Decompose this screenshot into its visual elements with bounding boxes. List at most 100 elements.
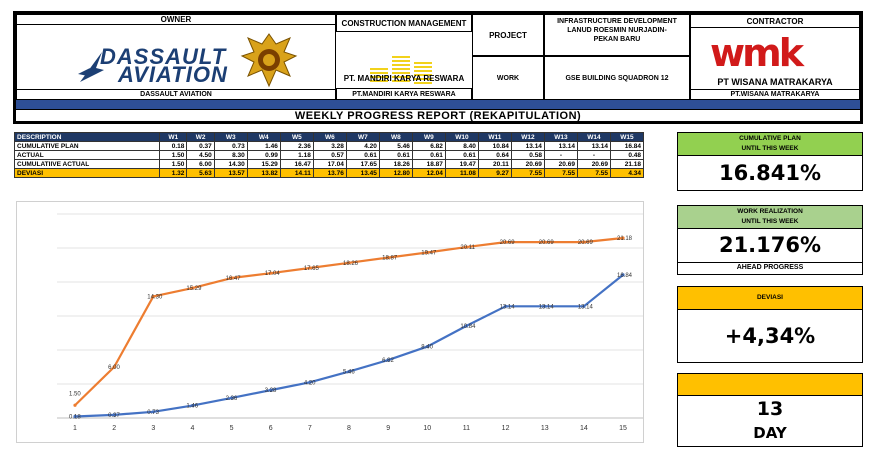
x-tick-label: 3 xyxy=(151,425,155,432)
cm-label: CONSTRUCTION MANAGEMENT xyxy=(336,14,472,32)
data-point xyxy=(190,286,195,290)
deviation-caption: DEVIASI xyxy=(678,287,862,310)
table-cell: 8.40 xyxy=(444,141,479,151)
table-cell: 8.30 xyxy=(213,150,248,160)
table-cell: 5.46 xyxy=(378,141,413,151)
deviation-value: +4,34% xyxy=(724,324,816,348)
realization-card: WORK REALIZATION UNTIL THIS WEEK 21.176%… xyxy=(677,205,863,275)
days-value: 13 xyxy=(756,398,784,420)
table-cell: 0.61 xyxy=(444,150,479,160)
week-header: W6 xyxy=(312,132,347,142)
x-tick-label: 7 xyxy=(308,425,312,432)
progress-status: AHEAD PROGRESS xyxy=(678,262,862,273)
project-value-1: INFRASTRUCTURE DEVELOPMENT xyxy=(557,18,677,25)
x-tick-label: 14 xyxy=(580,425,588,432)
table-cell: 1.50 xyxy=(158,159,188,169)
week-header: W13 xyxy=(543,132,578,142)
contractor-logo-text: PT WISANA MATRAKARYA xyxy=(717,77,833,87)
data-point xyxy=(151,294,155,299)
days-caption-bar xyxy=(678,374,862,396)
data-point xyxy=(621,273,625,277)
table-cell: 16.47 xyxy=(279,159,314,169)
realization-caption-line1: WORK REALIZATION xyxy=(737,208,803,215)
data-point xyxy=(190,403,195,408)
week-header: W4 xyxy=(246,132,281,142)
data-point xyxy=(308,266,312,270)
table-cell: 11.08 xyxy=(444,168,479,178)
data-label: 8.40 xyxy=(421,345,433,351)
data-point xyxy=(229,276,234,280)
data-point xyxy=(386,358,390,362)
progress-table: DESCRIPTION W1 W2 W3 W4 W5 W6 W7 W8 W9 W… xyxy=(14,132,645,178)
data-point xyxy=(229,396,234,400)
data-label: 5.46 xyxy=(343,370,355,376)
x-tick-label: 9 xyxy=(386,425,390,432)
data-point xyxy=(621,236,625,240)
table-cell: 19.47 xyxy=(444,159,479,169)
table-row-actual: ACTUAL 1.50 4.50 8.30 0.99 1.18 0.57 0.6… xyxy=(14,150,645,160)
week-header: W2 xyxy=(186,132,215,142)
data-point xyxy=(503,304,508,308)
x-tick-label: 2 xyxy=(112,425,116,432)
table-cell: 3.28 xyxy=(312,141,347,151)
contractor-label: CONTRACTOR xyxy=(690,14,860,28)
week-header: W5 xyxy=(279,132,314,142)
table-cell: 13.14 xyxy=(543,141,578,151)
contractor-logo-cell xyxy=(690,28,860,90)
owner-label: OWNER xyxy=(16,14,336,25)
project-value: INFRASTRUCTURE DEVELOPMENT LANUD ROESMIN… xyxy=(544,14,690,56)
table-cell: 6.00 xyxy=(186,159,215,169)
data-point xyxy=(269,271,273,275)
data-point xyxy=(269,388,273,392)
data-point xyxy=(582,304,586,308)
row-label: CUMULATIIVE ACTUAL xyxy=(14,159,160,169)
data-label: 20.11 xyxy=(460,245,475,251)
owner-logo-line2: AVIATION xyxy=(118,62,228,87)
report-title: WEEKLY PROGRESS REPORT (REKAPITULATION) xyxy=(16,109,860,122)
data-point xyxy=(464,324,469,328)
dassault-logo: DASSAULT AVIATION xyxy=(76,42,228,92)
table-cell: 0.37 xyxy=(186,141,215,151)
x-tick-label: 12 xyxy=(502,425,510,432)
table-cell: 4.20 xyxy=(345,141,380,151)
data-label: 15.29 xyxy=(186,286,202,292)
realization-value: 21.176% xyxy=(718,233,822,257)
row-label: ACTUAL xyxy=(14,150,160,160)
owner-logo-cell xyxy=(16,25,336,90)
x-tick-label: 6 xyxy=(269,425,273,432)
table-cell: 12.04 xyxy=(411,168,446,178)
data-point xyxy=(151,410,155,414)
data-label: 17.04 xyxy=(265,271,281,277)
data-label: 4.20 xyxy=(304,380,316,386)
table-row-cumulative-actual: CUMULATIIVE ACTUAL 1.50 6.00 14.30 15.29… xyxy=(14,159,645,169)
wmk-logo: wmk xyxy=(710,31,804,75)
data-label: 0.37 xyxy=(108,413,120,419)
x-tick-label: 5 xyxy=(230,425,234,432)
x-tick-label: 8 xyxy=(347,425,351,432)
week-header: W15 xyxy=(609,132,645,142)
data-point xyxy=(386,256,390,260)
table-cell: 1.32 xyxy=(158,168,188,178)
report-header: OWNER DASSAULT AVIATION DASSAULT AVIATIO… xyxy=(13,11,863,124)
project-value-3: PEKAN BARU xyxy=(593,36,641,43)
plan-caption-line2: UNTIL THIS WEEK xyxy=(741,145,799,152)
owner-logo-line1: DASSAULT xyxy=(100,44,227,69)
data-label: 0.73 xyxy=(147,410,159,416)
table-header-description: DESCRIPTION xyxy=(14,132,160,142)
table-cell: 20.11 xyxy=(477,159,512,169)
row-label: CUMULATIVE PLAN xyxy=(14,141,160,151)
table-cell: 0.57 xyxy=(312,150,347,160)
table-cell: 13.45 xyxy=(345,168,380,178)
table-cell: 13.14 xyxy=(576,141,611,151)
data-label: 2.36 xyxy=(226,396,238,402)
table-cell: 0.61 xyxy=(378,150,413,160)
table-cell: 10.84 xyxy=(477,141,512,151)
table-header-row: DESCRIPTION W1 W2 W3 W4 W5 W6 W7 W8 W9 W… xyxy=(14,132,645,142)
emblem-icon xyxy=(240,33,298,88)
table-cell: 14.11 xyxy=(279,168,314,178)
table-cell: 18.87 xyxy=(411,159,446,169)
data-point xyxy=(582,240,586,244)
x-tick-label: 10 xyxy=(423,425,431,432)
week-header: W12 xyxy=(510,132,545,142)
table-cell: 7.55 xyxy=(510,168,545,178)
